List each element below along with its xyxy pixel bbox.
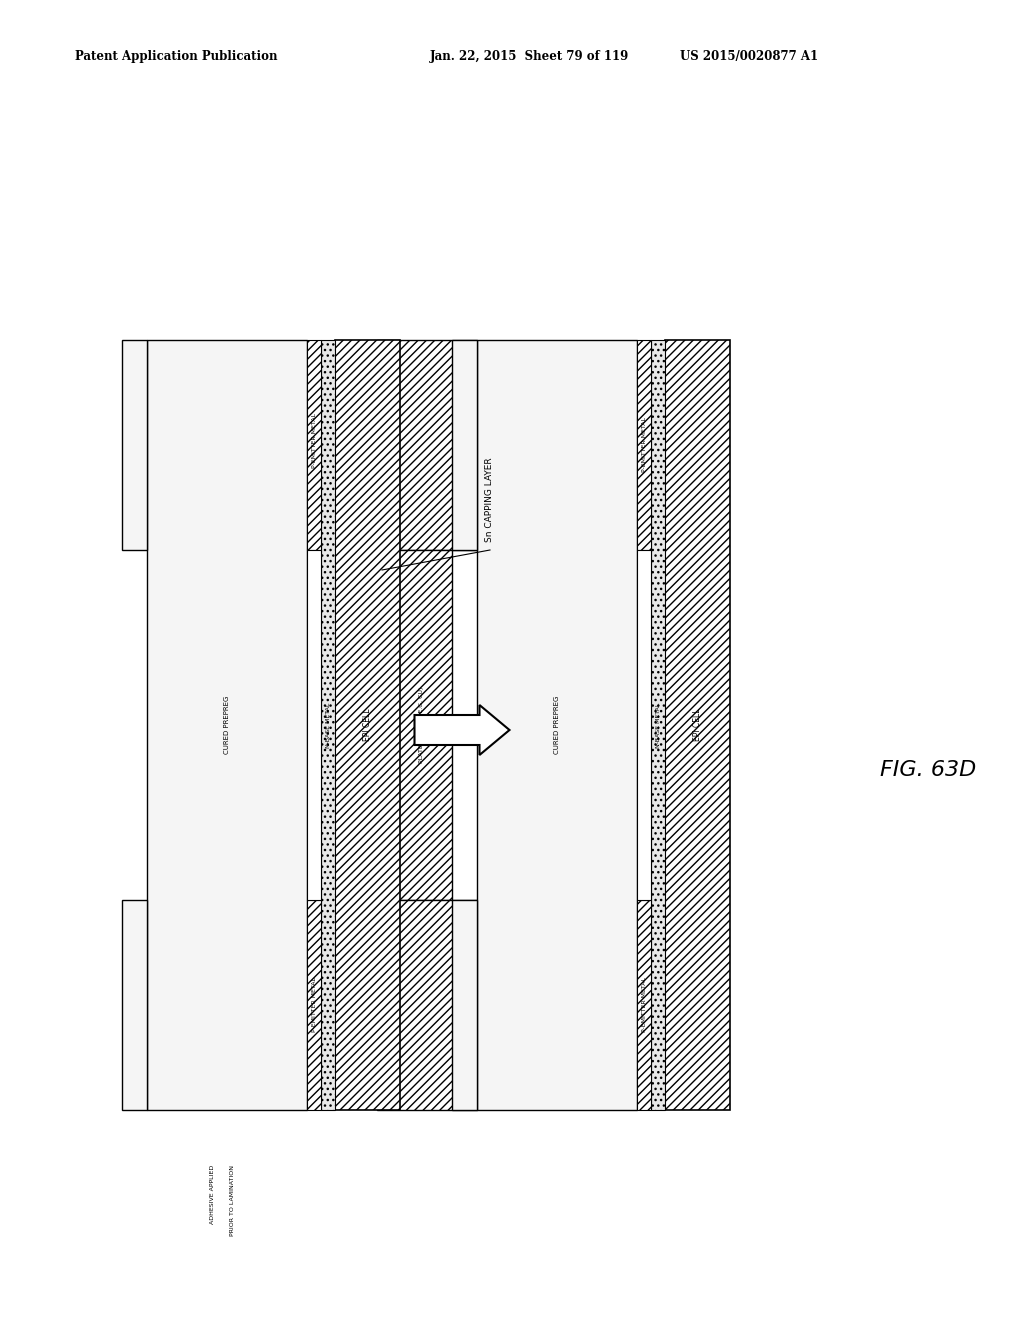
Bar <box>122 900 147 1110</box>
Text: CURED PREPREG: CURED PREPREG <box>554 696 560 754</box>
Text: Sn CAPPING LAYER: Sn CAPPING LAYER <box>485 458 495 543</box>
Text: P-EMITTER METAL: P-EMITTER METAL <box>311 978 316 1032</box>
Bar <box>307 550 321 900</box>
Text: Patent Application Publication: Patent Application Publication <box>75 50 278 63</box>
Text: Jan. 22, 2015  Sheet 79 of 119: Jan. 22, 2015 Sheet 79 of 119 <box>430 50 630 63</box>
Bar <box>637 341 651 550</box>
Bar <box>377 900 477 1110</box>
Text: CURED PREPREG: CURED PREPREG <box>224 696 230 754</box>
Bar <box>477 341 637 1110</box>
Text: PLATED METAL (E.G. CU): PLATED METAL (E.G. CU) <box>420 686 425 763</box>
Bar <box>637 900 651 1110</box>
Text: ADHESIVE APPLIED: ADHESIVE APPLIED <box>210 1166 214 1224</box>
Text: US 2015/0020877 A1: US 2015/0020877 A1 <box>680 50 818 63</box>
Text: PRIOR TO LAMINATION: PRIOR TO LAMINATION <box>229 1166 234 1236</box>
Bar <box>335 341 400 1110</box>
Bar <box>665 341 730 1110</box>
Polygon shape <box>415 705 510 755</box>
Bar <box>651 341 665 1110</box>
Text: N-BASE METAL: N-BASE METAL <box>655 702 660 747</box>
Text: FIG. 63D: FIG. 63D <box>880 760 976 780</box>
Text: P-EMITTER METAL: P-EMITTER METAL <box>311 412 316 467</box>
Bar <box>147 341 307 1110</box>
Bar <box>122 341 147 550</box>
Bar <box>452 341 477 550</box>
Bar <box>377 341 477 550</box>
Bar <box>637 550 651 900</box>
Text: EPI CELL: EPI CELL <box>362 709 372 742</box>
Text: EPI CELL: EPI CELL <box>693 709 702 742</box>
Text: N-BASE METAL: N-BASE METAL <box>326 702 331 747</box>
Bar <box>307 900 321 1110</box>
Bar <box>452 900 477 1110</box>
Bar <box>307 341 321 550</box>
Text: P-EMITTER METAL: P-EMITTER METAL <box>641 978 646 1032</box>
Text: P-EMITTER METAL: P-EMITTER METAL <box>641 417 646 473</box>
Bar <box>377 550 452 900</box>
Bar <box>321 341 335 1110</box>
